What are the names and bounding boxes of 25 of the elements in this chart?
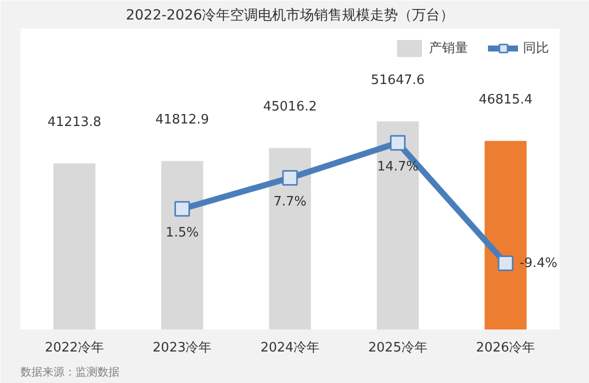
source-note: 数据来源：监测数据 [20, 366, 120, 378]
x-tick-label: 2023冷年 [152, 340, 212, 356]
data-label: 51647.6 [370, 72, 425, 88]
point [174, 201, 190, 217]
data-label: 41213.8 [48, 114, 102, 130]
bar [161, 160, 204, 330]
data-label: 14.7% [377, 159, 418, 174]
x-tick-label: 2025冷年 [368, 340, 428, 356]
data-label: 41812.9 [155, 112, 210, 128]
chart-title: 2022-2026冷年空调电机市场销售规模走势（万台） [126, 8, 454, 24]
point [390, 135, 406, 151]
bar [376, 121, 419, 330]
data-label: 7.7% [273, 194, 307, 210]
point [282, 170, 298, 186]
x-tick-label: 2022冷年 [44, 340, 104, 356]
x-tick-label: 2026冷年 [476, 340, 536, 356]
legend-label: 同比 [523, 40, 549, 57]
data-label: 46815.4 [478, 92, 532, 108]
data-label: 1.5% [166, 225, 199, 240]
legend-label: 产销量 [429, 40, 468, 57]
point [498, 256, 514, 272]
x-tick-label: 2024冷年 [260, 340, 320, 356]
bar [269, 148, 311, 330]
data-label: 45016.2 [263, 100, 317, 115]
bar [53, 163, 96, 330]
